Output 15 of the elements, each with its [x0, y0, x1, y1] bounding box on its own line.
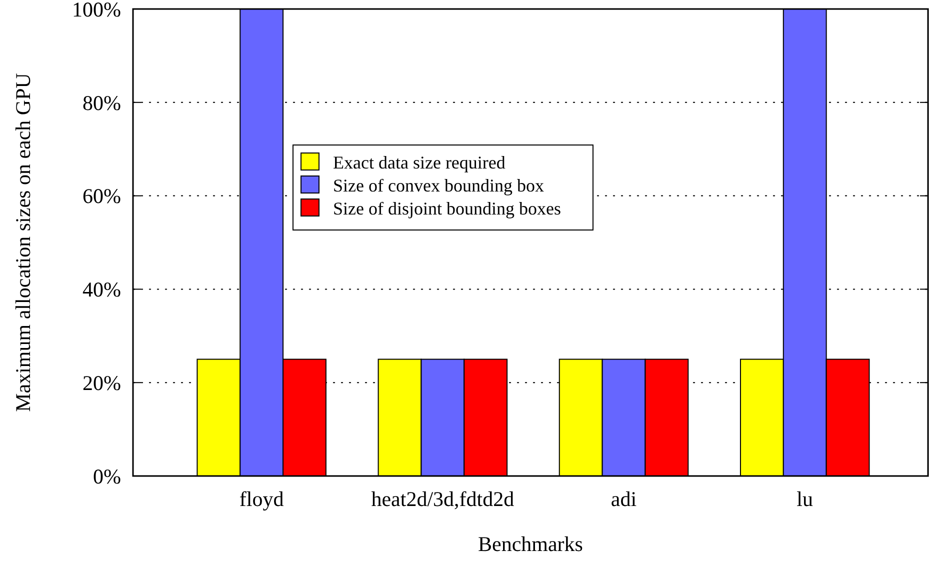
x-tick-label: floyd [239, 487, 284, 511]
y-tick-label: 60% [82, 184, 121, 208]
y-tick-label: 80% [82, 90, 121, 115]
x-tick-label: lu [796, 487, 814, 511]
y-tick-label: 100% [72, 0, 121, 22]
y-tick-label: 0% [93, 464, 121, 488]
legend-label: Exact data size required [333, 152, 506, 172]
x-tick-label: adi [610, 487, 637, 511]
y-tick-label: 20% [82, 370, 121, 395]
x-axis-title: Benchmarks [478, 532, 583, 556]
y-axis-title: Maximum allocation sizes on each GPU [11, 73, 35, 412]
legend-label: Size of convex bounding box [333, 175, 544, 196]
x-tick-label: heat2d/3d,fdtd2d [371, 487, 515, 511]
legend-label: Size of disjoint bounding boxes [333, 198, 561, 218]
y-tick-label: 40% [82, 278, 121, 302]
